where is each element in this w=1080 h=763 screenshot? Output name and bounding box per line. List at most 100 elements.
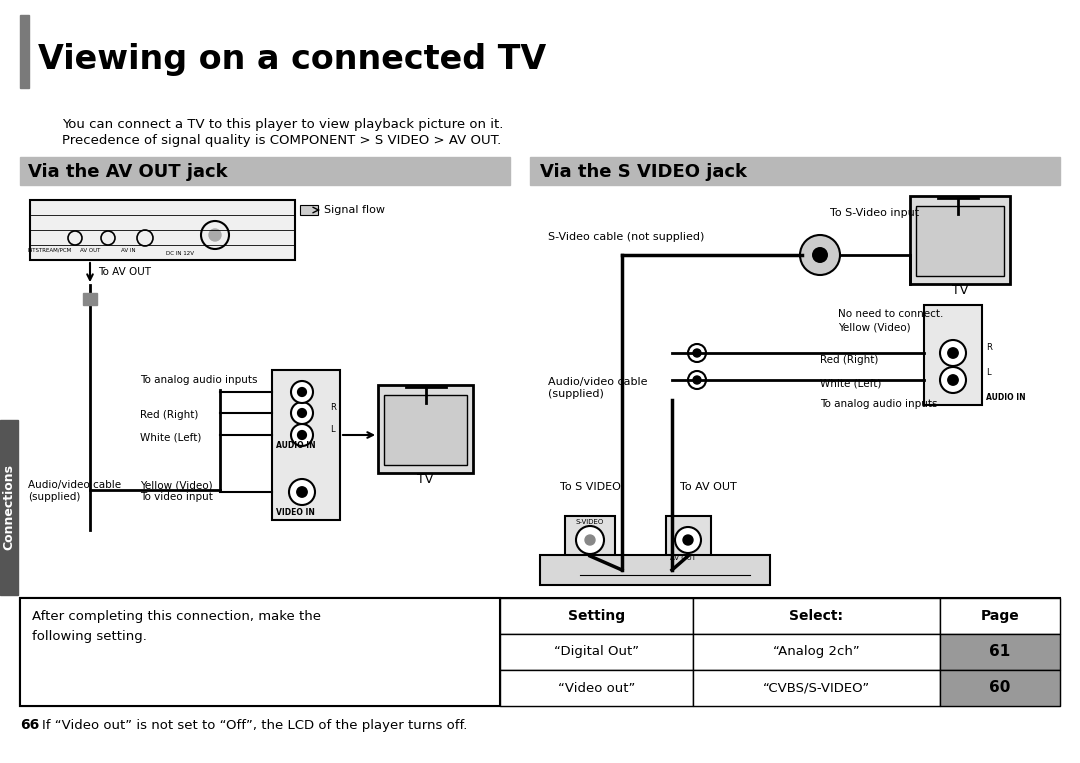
Circle shape	[291, 402, 313, 424]
Circle shape	[948, 375, 958, 385]
Bar	[693, 598, 940, 634]
Bar	[500, 670, 693, 706]
Circle shape	[210, 229, 221, 241]
Bar	[940, 598, 1059, 634]
Circle shape	[688, 371, 706, 389]
Text: TV: TV	[417, 473, 434, 486]
Text: AV OUT: AV OUT	[80, 248, 100, 253]
Bar	[693, 670, 940, 706]
Text: Select:: Select:	[789, 609, 843, 623]
Circle shape	[800, 235, 840, 275]
Text: After completing this connection, make the: After completing this connection, make t…	[32, 610, 321, 623]
Text: Red (Right): Red (Right)	[820, 355, 878, 365]
Text: S-VIDEO: S-VIDEO	[576, 519, 604, 525]
Bar	[30, 200, 295, 260]
Text: S-Video cable (not supplied): S-Video cable (not supplied)	[548, 232, 704, 242]
Text: Via the AV OUT jack: Via the AV OUT jack	[28, 163, 228, 181]
Bar	[666, 516, 711, 556]
Text: “CVBS/S-VIDEO”: “CVBS/S-VIDEO”	[762, 681, 870, 694]
Circle shape	[289, 479, 315, 505]
Text: Yellow (Video): Yellow (Video)	[838, 322, 910, 332]
Bar	[910, 196, 1010, 284]
Bar	[693, 634, 940, 670]
Text: Connections: Connections	[2, 465, 15, 550]
Text: Signal flow: Signal flow	[324, 205, 384, 215]
Circle shape	[298, 409, 307, 417]
Text: “Digital Out”: “Digital Out”	[554, 645, 639, 658]
Bar	[940, 670, 1059, 706]
Text: 66: 66	[21, 718, 39, 732]
Circle shape	[291, 424, 313, 446]
Text: 60: 60	[989, 681, 1011, 696]
Bar	[916, 206, 1004, 276]
Text: AV IN: AV IN	[121, 248, 135, 253]
Bar	[940, 634, 1059, 670]
Circle shape	[940, 367, 966, 393]
Text: To analog audio inputs: To analog audio inputs	[140, 375, 257, 385]
Bar	[378, 385, 473, 473]
Circle shape	[298, 430, 307, 439]
Bar	[83, 293, 97, 305]
Circle shape	[675, 527, 701, 553]
Text: Red (Right): Red (Right)	[140, 410, 199, 420]
Text: You can connect a TV to this player to view playback picture on it.: You can connect a TV to this player to v…	[62, 118, 503, 131]
Bar	[300, 205, 318, 215]
Circle shape	[688, 344, 706, 362]
Text: To analog audio inputs: To analog audio inputs	[820, 399, 937, 409]
Text: Viewing on a connected TV: Viewing on a connected TV	[38, 43, 546, 76]
Circle shape	[812, 247, 828, 263]
Bar	[565, 516, 615, 556]
Circle shape	[291, 381, 313, 403]
Bar	[500, 634, 693, 670]
Bar	[0, 420, 18, 595]
Text: To video input: To video input	[140, 492, 213, 502]
Text: Setting: Setting	[568, 609, 625, 623]
Text: If “Video out” is not set to “Off”, the LCD of the player turns off.: If “Video out” is not set to “Off”, the …	[42, 719, 468, 732]
Text: L: L	[986, 368, 990, 377]
Text: To AV OUT: To AV OUT	[98, 267, 151, 277]
Bar	[540, 555, 770, 585]
Text: R: R	[330, 403, 336, 412]
Circle shape	[585, 535, 595, 545]
Bar	[272, 370, 340, 520]
Bar	[924, 305, 982, 405]
Bar	[500, 598, 693, 634]
Text: Via the S VIDEO jack: Via the S VIDEO jack	[540, 163, 747, 181]
Text: To AV OUT: To AV OUT	[680, 482, 737, 492]
Text: Precedence of signal quality is COMPONENT > S VIDEO > AV OUT.: Precedence of signal quality is COMPONEN…	[62, 134, 501, 147]
Text: AUDIO IN: AUDIO IN	[276, 441, 315, 450]
Bar	[384, 395, 467, 465]
Circle shape	[298, 388, 307, 397]
Bar	[21, 15, 29, 88]
Text: To S-Video input: To S-Video input	[831, 208, 919, 218]
Circle shape	[940, 340, 966, 366]
Text: TV: TV	[951, 284, 968, 297]
Text: (supplied): (supplied)	[548, 389, 604, 399]
Bar	[21, 598, 1059, 706]
Circle shape	[693, 349, 701, 357]
Circle shape	[297, 487, 307, 497]
Bar	[530, 157, 1059, 185]
Text: Page: Page	[981, 609, 1020, 623]
Text: Audio/video cable: Audio/video cable	[548, 377, 648, 387]
Text: White (Left): White (Left)	[820, 379, 881, 389]
Text: Yellow (Video): Yellow (Video)	[140, 480, 213, 490]
Text: (supplied): (supplied)	[28, 492, 80, 502]
Circle shape	[693, 376, 701, 384]
Text: AUDIO IN: AUDIO IN	[986, 393, 1026, 402]
Text: R: R	[986, 343, 991, 352]
Text: BITSTREAM/PCM: BITSTREAM/PCM	[28, 248, 72, 253]
Text: No need to connect.: No need to connect.	[838, 309, 943, 319]
Circle shape	[576, 526, 604, 554]
Text: DC IN 12V: DC IN 12V	[166, 251, 194, 256]
Text: L: L	[330, 425, 335, 434]
Text: To S VIDEO: To S VIDEO	[561, 482, 621, 492]
Text: AV OUT: AV OUT	[670, 555, 696, 561]
Text: Audio/video cable: Audio/video cable	[28, 480, 121, 490]
Text: 61: 61	[989, 645, 1011, 659]
Text: VIDEO IN: VIDEO IN	[276, 508, 315, 517]
Circle shape	[948, 348, 958, 358]
Text: “Analog 2ch”: “Analog 2ch”	[773, 645, 860, 658]
Bar	[21, 157, 510, 185]
Text: “Video out”: “Video out”	[558, 681, 635, 694]
